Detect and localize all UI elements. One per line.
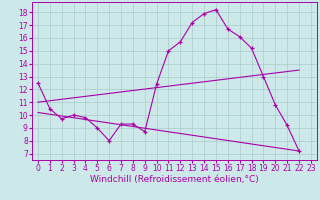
X-axis label: Windchill (Refroidissement éolien,°C): Windchill (Refroidissement éolien,°C) (90, 175, 259, 184)
